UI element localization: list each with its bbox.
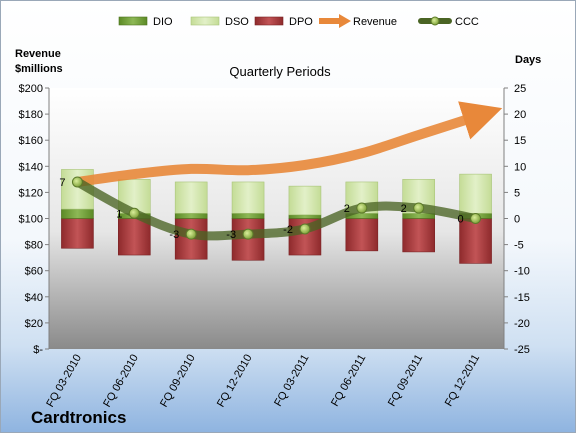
ccc-data-label: 0 [457,214,463,226]
left-axis: $- $20 $40 $60 $80 $100 $120 $140 $160 $180 $200 [19,83,50,356]
left-tick-label: $60 [25,266,43,278]
revenue-series [76,101,503,187]
bar-dso [288,185,322,216]
company-name: Cardtronics [31,408,126,427]
right-tick-label: 10 [514,161,526,173]
ccc-point [128,207,140,219]
left-tick-label: $140 [19,161,43,173]
bar-dpo [118,218,151,256]
ccc-data-label: -2 [283,224,293,236]
x-axis-labels: FQ 03-2010 FQ 06-2010 FQ 09-2010 FQ 12-2010… [44,353,482,410]
left-tick-label: $40 [25,292,43,304]
ccc-series: 7 1 -3 -3 -2 2 2 0 [59,176,482,241]
bar-dpo [459,218,492,264]
left-axis-title-line1: Revenue [15,48,61,60]
legend-arrowhead-revenue [339,14,351,28]
ccc-point [71,176,83,188]
bar-dio [174,212,208,219]
ccc-data-label: -3 [226,229,236,241]
ccc-point [299,223,311,235]
left-tick-label: $100 [19,214,43,226]
left-axis-title-line2: $millions [15,63,63,75]
legend-label: DIO [153,16,173,28]
bar-dpo [402,218,435,253]
left-tick-label: $180 [19,109,43,121]
x-tick-label: FQ 09-2011 [386,353,425,409]
legend-label: DPO [289,16,313,28]
bar-dio [231,212,265,219]
right-tick-label: -5 [514,240,524,252]
x-tick-label: FQ 12-2010 [215,353,255,410]
right-tick-label: -10 [514,266,530,278]
ccc-point [242,228,254,240]
bar-dso [174,181,208,214]
ccc-data-label: 2 [344,203,350,215]
bar-dio [288,214,322,219]
left-tick-label: $200 [19,83,43,95]
ccc-data-label: -3 [169,229,179,241]
left-tick-label: $20 [25,318,43,330]
bar-dso [459,173,492,214]
right-tick-label: -20 [514,318,530,330]
bar-dpo [61,218,94,249]
left-tick-label: $160 [19,135,43,147]
x-tick-label: FQ 06-2011 [329,353,368,409]
x-tick-label: FQ 03-2010 [44,353,84,410]
legend-label: DSO [225,16,249,28]
right-tick-label: -25 [514,344,530,356]
right-tick-label: 0 [514,214,520,226]
right-tick-label: 20 [514,109,526,121]
bar-dio [61,208,94,219]
x-tick-label: FQ 06-2010 [101,353,141,410]
legend-swatch-dio [118,16,148,26]
left-tick-label: $120 [19,187,43,199]
legend-label: CCC [455,16,479,28]
legend-swatch-dso [190,16,220,26]
chart-subtitle: Quarterly Periods [229,64,331,79]
legend-label: Revenue [353,16,397,28]
x-tick-label: FQ 12-2011 [443,353,482,409]
bar-dpo [345,218,379,252]
right-tick-label: 25 [514,83,526,95]
ccc-data-label: 7 [59,177,65,189]
left-tick-label: $80 [25,240,43,252]
legend-marker-ccc [430,16,440,26]
x-tick-label: FQ 03-2011 [272,353,311,409]
bar-dso [231,181,265,214]
ccc-point [470,213,482,224]
legend-swatch-dpo [254,16,284,26]
right-tick-label: 15 [514,135,526,147]
ccc-point [413,202,425,214]
x-tick-label: FQ 09-2010 [158,353,198,410]
ccc-data-label: 2 [401,203,407,215]
right-axis-title: Days [515,54,541,66]
right-tick-label: 5 [514,187,520,199]
chart-legend: DIO DSO DPO Revenue CCC [118,14,479,28]
right-axis: -25 -20 -15 -10 -5 0 5 10 15 20 25 [503,83,530,356]
revenue-line [76,101,503,187]
left-tick-label: $- [33,344,43,356]
ccc-point [185,228,197,240]
ccc-data-label: 1 [116,208,122,220]
right-tick-label: -15 [514,292,530,304]
ccc-point [356,202,368,214]
